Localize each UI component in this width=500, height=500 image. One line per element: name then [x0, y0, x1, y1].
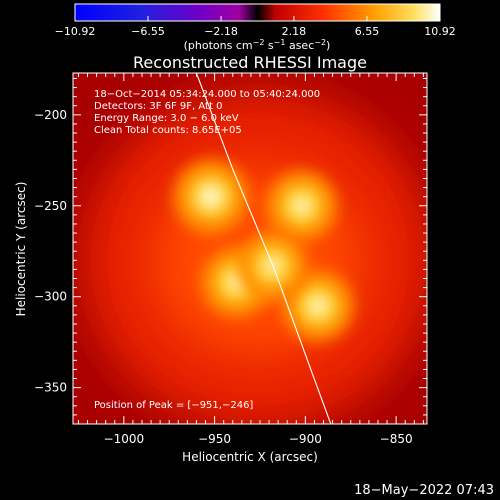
colorbar-ticks: −10.92 −6.55 −2.18 2.18 6.55 10.92: [55, 16, 456, 38]
info-line: Energy Range: 3.0 − 6.0 keV: [94, 113, 239, 124]
info-line: 18−Oct−2014 05:34:24.000 to 05:40:24.000: [94, 89, 320, 100]
y-tick-label: −250: [34, 199, 67, 213]
y-axis: −200 −250 −300 −350: [34, 77, 427, 416]
source-core: [292, 196, 311, 215]
sources-layer: [172, 158, 355, 342]
x-axis: −1000 −950 −900 −850: [77, 73, 424, 446]
footer-timestamp: 18−May−2022 07:43: [354, 483, 494, 498]
peak-position-label: Position of Peak = [−951,−246]: [94, 400, 253, 411]
y-axis-label: Heliocentric Y (arcsec): [14, 182, 28, 317]
info-block: 18−Oct−2014 05:34:24.000 to 05:40:24.000…: [94, 89, 320, 136]
plot-frame: [72, 72, 428, 425]
y-tick-label: −200: [34, 108, 67, 122]
x-tick-label: −950: [198, 432, 231, 446]
y-tick-label: −300: [34, 290, 67, 304]
colorbar-tick-label: −2.18: [204, 25, 238, 38]
x-axis-label: Heliocentric X (arcsec): [182, 450, 318, 464]
colorbar: −10.92 −6.55 −2.18 2.18 6.55 10.92 (photons c…: [55, 3, 456, 52]
unit-close: ): [326, 39, 330, 52]
colorbar-tick-label: 6.55: [355, 25, 380, 38]
colorbar-tick-label: 2.18: [282, 25, 307, 38]
x-tick-label: −1000: [104, 432, 145, 446]
info-line: Detectors: 3F 6F 9F, Att 0: [94, 101, 222, 112]
x-tick-label: −900: [289, 432, 322, 446]
unit-mid: s: [264, 39, 273, 52]
solar-limb-line: [195, 73, 332, 424]
unit-main: (photons cm: [184, 39, 253, 52]
x-tick-label: −850: [380, 432, 413, 446]
unit-end: asec: [285, 39, 314, 52]
chart-title: Reconstructed RHESSI Image: [133, 53, 367, 72]
heatmap-image: [73, 73, 427, 424]
colorbar-gradient: [74, 3, 441, 22]
colorbar-tick-label: −6.55: [131, 25, 165, 38]
colorbar-tick-label: 10.92: [424, 25, 456, 38]
unit-exp1: −2: [253, 38, 265, 47]
unit-exp3: −2: [314, 38, 326, 47]
source-core: [308, 296, 328, 316]
unit-exp2: −1: [274, 38, 286, 47]
colorbar-tick-label: −10.92: [55, 25, 96, 38]
colorbar-unit-label: (photons cm−2 s−1 asec−2): [184, 38, 331, 52]
y-tick-label: −350: [34, 381, 67, 395]
source-core: [199, 185, 223, 209]
info-line: Clean Total counts: 8.65E+05: [94, 125, 242, 136]
